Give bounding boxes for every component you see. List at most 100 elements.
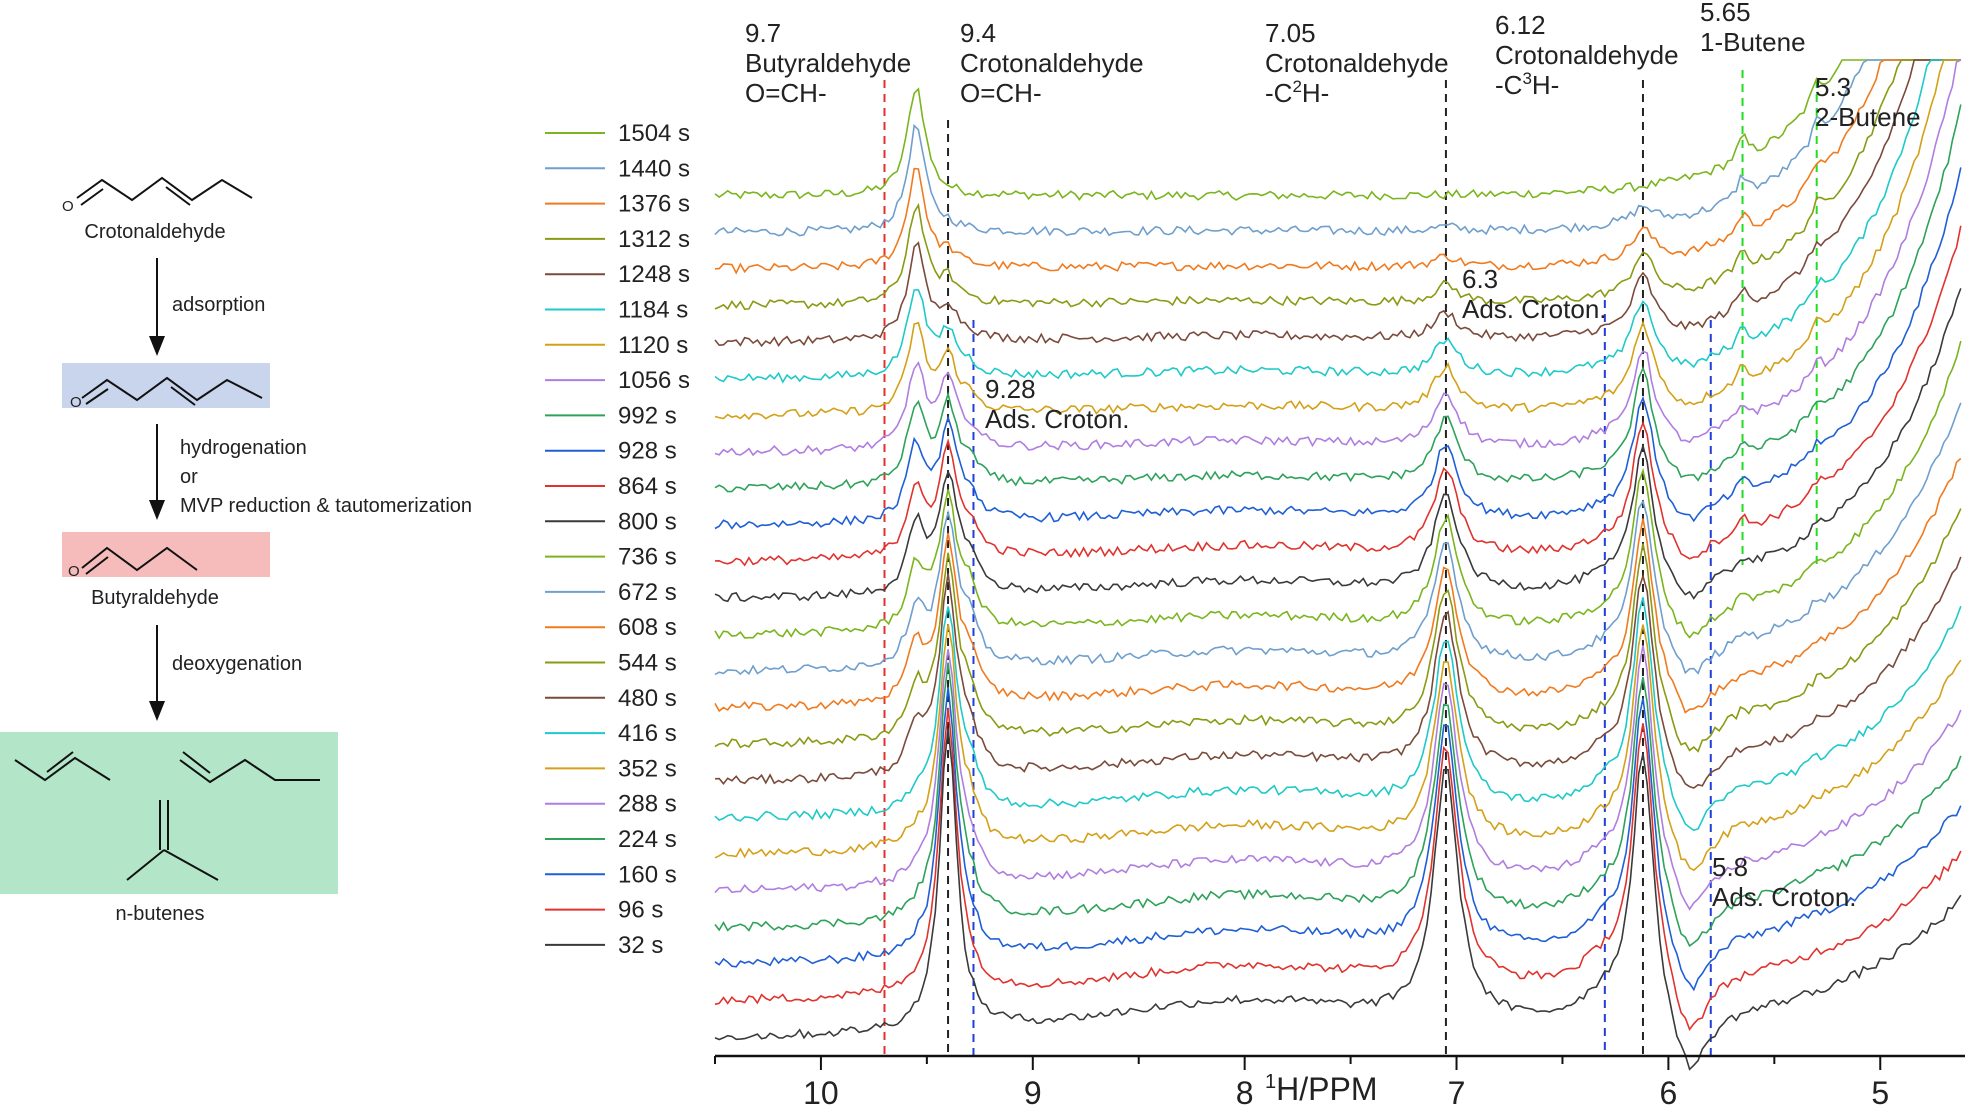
legend-label: 992 s bbox=[618, 402, 677, 429]
peak-compound-label: Butyraldehyde bbox=[745, 48, 911, 78]
peak-value-label: 9.28 bbox=[985, 374, 1036, 404]
isobutene-structure bbox=[126, 800, 219, 881]
butyraldehyde-o-label: O bbox=[68, 563, 80, 580]
peak-group-label: O=CH- bbox=[745, 78, 827, 108]
legend-label: 1248 s bbox=[618, 261, 690, 288]
x-tick-label: 9 bbox=[1024, 1075, 1042, 1111]
butyraldehyde-box bbox=[62, 532, 270, 577]
peak-compound-label: Crotonaldehyde bbox=[960, 48, 1144, 78]
x-tick-label: 5 bbox=[1871, 1075, 1889, 1111]
spectrum-line bbox=[714, 104, 1962, 493]
spectra-traces bbox=[714, 59, 1962, 1071]
spectrum-line bbox=[714, 288, 1962, 603]
legend-label: 288 s bbox=[618, 791, 677, 818]
legend-label: 608 s bbox=[618, 614, 677, 641]
spectrum-line bbox=[714, 597, 1962, 832]
crotonaldehyde-label: Crotonaldehyde bbox=[84, 221, 225, 243]
legend-label: 416 s bbox=[618, 720, 677, 747]
legend-label: 1120 s bbox=[618, 332, 688, 359]
spectrum-line bbox=[714, 59, 1961, 421]
spectrum-line bbox=[714, 662, 1962, 948]
legend-label: 480 s bbox=[618, 685, 677, 712]
crotonaldehyde-structure bbox=[76, 176, 253, 206]
adsorbed-crotonaldehyde-structure bbox=[81, 376, 263, 406]
legend-label: 1504 s bbox=[618, 120, 690, 147]
x-tick-label: 7 bbox=[1448, 1075, 1466, 1111]
spectrum-line bbox=[714, 707, 1962, 1032]
spectrum-line bbox=[714, 340, 1962, 640]
x-tick-label: 8 bbox=[1236, 1075, 1254, 1111]
spectrum-line bbox=[714, 686, 1962, 992]
deoxygenation-step-label: deoxygenation bbox=[172, 653, 302, 675]
hydrogenation-arrow bbox=[149, 424, 165, 520]
legend-label: 224 s bbox=[618, 826, 677, 853]
peak-annotations: 9.7ButyraldehydeO=CH-9.4CrotonaldehydeO=… bbox=[745, 0, 1921, 912]
x-tick-label: 10 bbox=[803, 1075, 839, 1111]
1-butene-structure bbox=[179, 751, 320, 784]
spectrum-line bbox=[714, 59, 1961, 201]
legend-label: 672 s bbox=[618, 579, 677, 606]
mvp-step-label: MVP reduction & tautomerization bbox=[180, 495, 472, 517]
legend-label: 928 s bbox=[618, 438, 677, 465]
peak-value-label: 6.3 bbox=[1462, 264, 1498, 294]
spectrum-line bbox=[714, 556, 1962, 789]
spectrum-line bbox=[714, 59, 1961, 275]
spectrum-line bbox=[714, 59, 1961, 237]
legend-label: 864 s bbox=[618, 473, 677, 500]
adsorbed-crotonaldehyde-box bbox=[62, 363, 270, 408]
peak-compound-label: 2-Butene bbox=[1815, 102, 1921, 132]
peak-value-label: 5.65 bbox=[1700, 0, 1751, 27]
butyraldehyde-structure bbox=[81, 546, 198, 575]
hydrogenation-step-label: hydrogenation bbox=[180, 437, 307, 459]
spectrum-line bbox=[714, 402, 1962, 676]
spectrum-line bbox=[714, 167, 1962, 530]
legend-label: 1376 s bbox=[618, 191, 690, 218]
legend-label: 352 s bbox=[618, 755, 677, 782]
adsorption-arrow bbox=[149, 258, 165, 356]
spectrum-line bbox=[714, 59, 1961, 348]
peak-value-label: 9.7 bbox=[745, 18, 781, 48]
peak-value-label: 5.8 bbox=[1712, 852, 1748, 882]
legend-label: 1056 s bbox=[618, 367, 690, 394]
adsorption-step-label: adsorption bbox=[172, 294, 265, 316]
legend-label: 1440 s bbox=[618, 155, 690, 182]
peak-group-label: -C3H- bbox=[1495, 69, 1559, 100]
peak-value-label: 7.05 bbox=[1265, 18, 1316, 48]
legend-label: 736 s bbox=[618, 544, 677, 571]
adsorbed-o-label: O bbox=[70, 394, 82, 411]
legend-label: 96 s bbox=[618, 897, 663, 924]
deoxygenation-arrow bbox=[149, 625, 165, 721]
legend-label: 1312 s bbox=[618, 226, 690, 253]
spectrum-line bbox=[714, 645, 1962, 911]
peak-compound-label: Ads. Croton. bbox=[985, 404, 1130, 434]
x-axis: 10 9 8 7 6 5 1H/PPM bbox=[714, 1054, 1965, 1111]
or-step-label: or bbox=[180, 466, 198, 488]
peak-compound-label: Crotonaldehyde bbox=[1265, 48, 1449, 78]
spectrum-line bbox=[714, 59, 1961, 311]
peak-group-label: -C2H- bbox=[1265, 77, 1329, 108]
peak-compound-label: Ads. Croton. bbox=[1712, 882, 1857, 912]
peak-marker-lines bbox=[883, 70, 1818, 1056]
spectrum-line bbox=[714, 59, 1962, 457]
spectrum-line bbox=[714, 508, 1962, 753]
crotonaldehyde-o-label: O bbox=[62, 198, 74, 215]
peak-value-label: 5.3 bbox=[1815, 72, 1851, 102]
legend-label: 32 s bbox=[618, 932, 663, 959]
spectrum-line bbox=[714, 457, 1962, 714]
x-axis-title: 1H/PPM bbox=[1265, 1071, 1377, 1107]
legend-label: 1184 s bbox=[618, 297, 688, 324]
peak-compound-label: 1-Butene bbox=[1700, 27, 1806, 57]
peak-value-label: 6.12 bbox=[1495, 10, 1546, 40]
nbutenes-label: n-butenes bbox=[116, 903, 205, 925]
legend-label: 800 s bbox=[618, 508, 677, 535]
spectrum-line bbox=[714, 59, 1961, 384]
legend-label: 160 s bbox=[618, 861, 677, 888]
spectrum-line bbox=[714, 623, 1962, 872]
butyraldehyde-label: Butyraldehyde bbox=[91, 587, 219, 609]
spectrum-line bbox=[714, 728, 1962, 1071]
x-tick-label: 6 bbox=[1659, 1075, 1677, 1111]
legend: 1504 s 1440 s 1376 s 1312 s 1248 s 1184 s 1120… bbox=[545, 120, 690, 959]
peak-group-label: O=CH- bbox=[960, 78, 1042, 108]
peak-compound-label: Ads. Croton. bbox=[1462, 294, 1607, 324]
